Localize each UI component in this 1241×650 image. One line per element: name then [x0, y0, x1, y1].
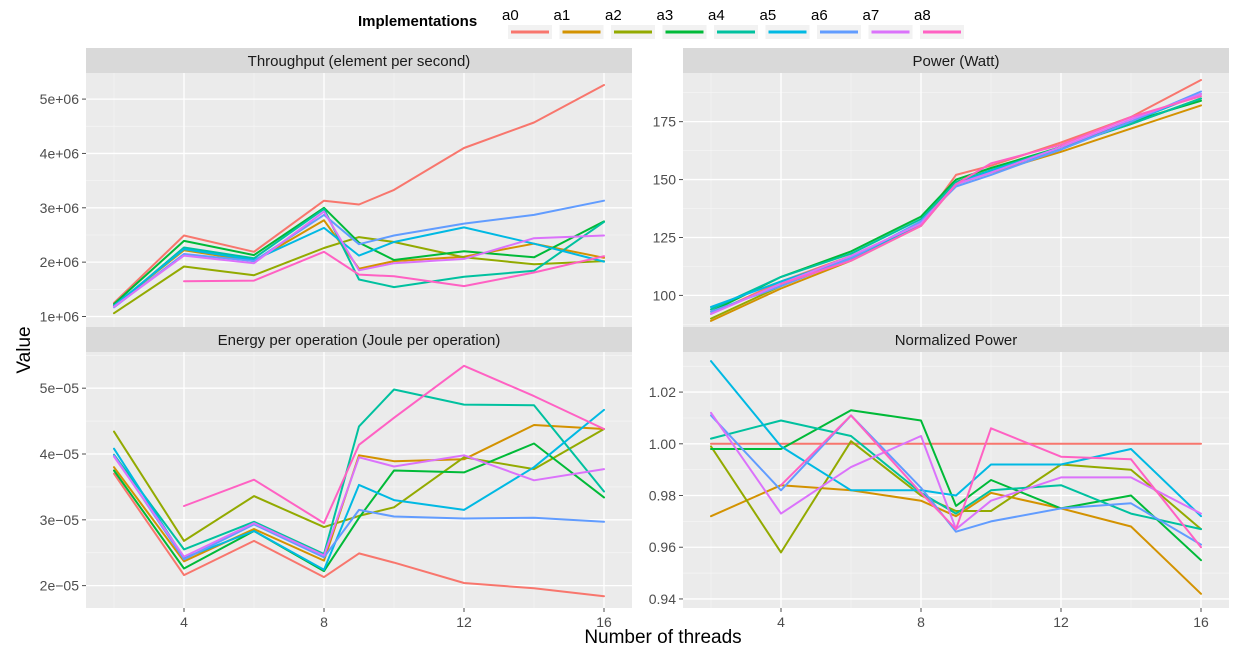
panel-1: Throughput (element per second) 1e+06 2e+0… — [40, 48, 632, 329]
panel-4: Normalized Power 0.94 0.96 0.98 1.00 1.02 4 8 12… — [649, 327, 1229, 630]
x-tick-label: 8 — [320, 614, 328, 630]
series-line-a8 — [780, 95, 1202, 285]
y-axis-title: Value — [14, 326, 35, 373]
legend-item-a7[interactable]: a7 — [863, 7, 913, 39]
series-line-a3 — [710, 409, 1202, 562]
y-tick-label: 1e+06 — [40, 308, 80, 324]
legend-label: a0 — [502, 7, 519, 24]
panel-strip — [683, 327, 1229, 352]
y-tick-label: 175 — [653, 114, 677, 130]
legend-label: a6 — [811, 7, 828, 24]
legend-item-a6[interactable]: a6 — [811, 7, 861, 39]
legend-item-a4[interactable]: a4 — [708, 7, 758, 39]
series-line-a4 — [113, 388, 605, 555]
y-tick-label: 3e+06 — [40, 200, 80, 216]
y-tick-label: 1.02 — [649, 384, 676, 400]
panel-title: Normalized Power — [895, 332, 1018, 349]
series-line-a2 — [113, 236, 605, 315]
series-line-a6 — [113, 454, 605, 561]
legend-label: a4 — [708, 7, 725, 24]
legend-label: a3 — [657, 7, 674, 24]
legend-label: a2 — [605, 7, 622, 24]
y-tick-label: 0.96 — [649, 539, 676, 555]
series-line-a8 — [183, 364, 605, 525]
panel-3: Energy per operation (Joule per operatio… — [40, 327, 632, 630]
series-line-a1 — [710, 484, 1202, 595]
series-line-a2 — [113, 428, 605, 542]
series-line-a7 — [113, 454, 605, 558]
legend-title: Implementations — [358, 13, 477, 30]
series-line-a4 — [113, 207, 605, 308]
legend-keys: a0 a1 a2 a3 a4 a5 a6 a7 a8 — [502, 7, 964, 39]
y-tick-label: 125 — [653, 229, 677, 245]
y-tick-label: 150 — [653, 172, 677, 188]
x-tick-label: 16 — [596, 614, 612, 630]
legend: Implementations a0 a1 a2 a3 a4 a5 a6 a7 a8 — [358, 7, 964, 39]
x-tick-label: 8 — [917, 614, 925, 630]
x-tick-label: 4 — [180, 614, 188, 630]
legend-label: a1 — [554, 7, 571, 24]
y-tick-label: 2e+06 — [40, 254, 80, 270]
legend-label: a8 — [914, 7, 931, 24]
panel-background — [86, 73, 632, 329]
series-line-a8 — [183, 250, 605, 288]
y-tick-label: 4e−05 — [40, 446, 80, 462]
y-tick-label: 5e−05 — [40, 380, 80, 396]
legend-item-a5[interactable]: a5 — [760, 7, 810, 39]
series-line-a6 — [113, 199, 605, 309]
series-line-a3 — [113, 206, 605, 305]
series-line-a0 — [113, 84, 605, 304]
panel-strip — [86, 327, 632, 352]
series-line-a3 — [113, 442, 605, 573]
panel-strip — [86, 48, 632, 73]
x-tick-label: 12 — [456, 614, 472, 630]
panel-background — [86, 352, 632, 608]
y-tick-label: 0.98 — [649, 488, 676, 504]
y-tick-label: 4e+06 — [40, 145, 80, 161]
legend-item-a0[interactable]: a0 — [502, 7, 552, 39]
legend-item-a2[interactable]: a2 — [605, 7, 655, 39]
legend-item-a8[interactable]: a8 — [914, 7, 964, 39]
series-line-a0 — [113, 472, 605, 598]
panel-2: Power (Watt) 100 125 150 175 — [653, 48, 1229, 329]
y-tick-label: 2e−05 — [40, 578, 80, 594]
series-line-a2 — [710, 440, 1202, 554]
panel-title: Throughput (element per second) — [248, 53, 471, 70]
series-line-a5 — [113, 408, 605, 571]
legend-item-a1[interactable]: a1 — [554, 7, 604, 39]
panel-strip — [683, 48, 1229, 73]
legend-item-a3[interactable]: a3 — [657, 7, 707, 39]
panel-title: Energy per operation (Joule per operatio… — [218, 332, 501, 349]
y-tick-label: 1.00 — [649, 436, 676, 452]
x-tick-label: 12 — [1053, 614, 1069, 630]
series-line-a5 — [113, 226, 605, 307]
x-tick-label: 16 — [1193, 614, 1209, 630]
y-tick-label: 100 — [653, 287, 677, 303]
facet-panels: Throughput (element per second) 1e+06 2e+0… — [40, 48, 1229, 630]
series-line-a1 — [113, 424, 605, 563]
series-line-a8 — [780, 414, 1202, 549]
legend-label: a7 — [863, 7, 880, 24]
x-axis-title: Number of threads — [584, 627, 741, 648]
series-line-a7 — [113, 210, 605, 308]
y-tick-label: 0.94 — [649, 591, 676, 607]
y-tick-label: 3e−05 — [40, 512, 80, 528]
panel-title: Power (Watt) — [913, 53, 1000, 70]
legend-label: a5 — [760, 7, 777, 24]
x-tick-label: 4 — [777, 614, 785, 630]
series-line-a6 — [710, 414, 1202, 546]
y-tick-label: 5e+06 — [40, 91, 80, 107]
